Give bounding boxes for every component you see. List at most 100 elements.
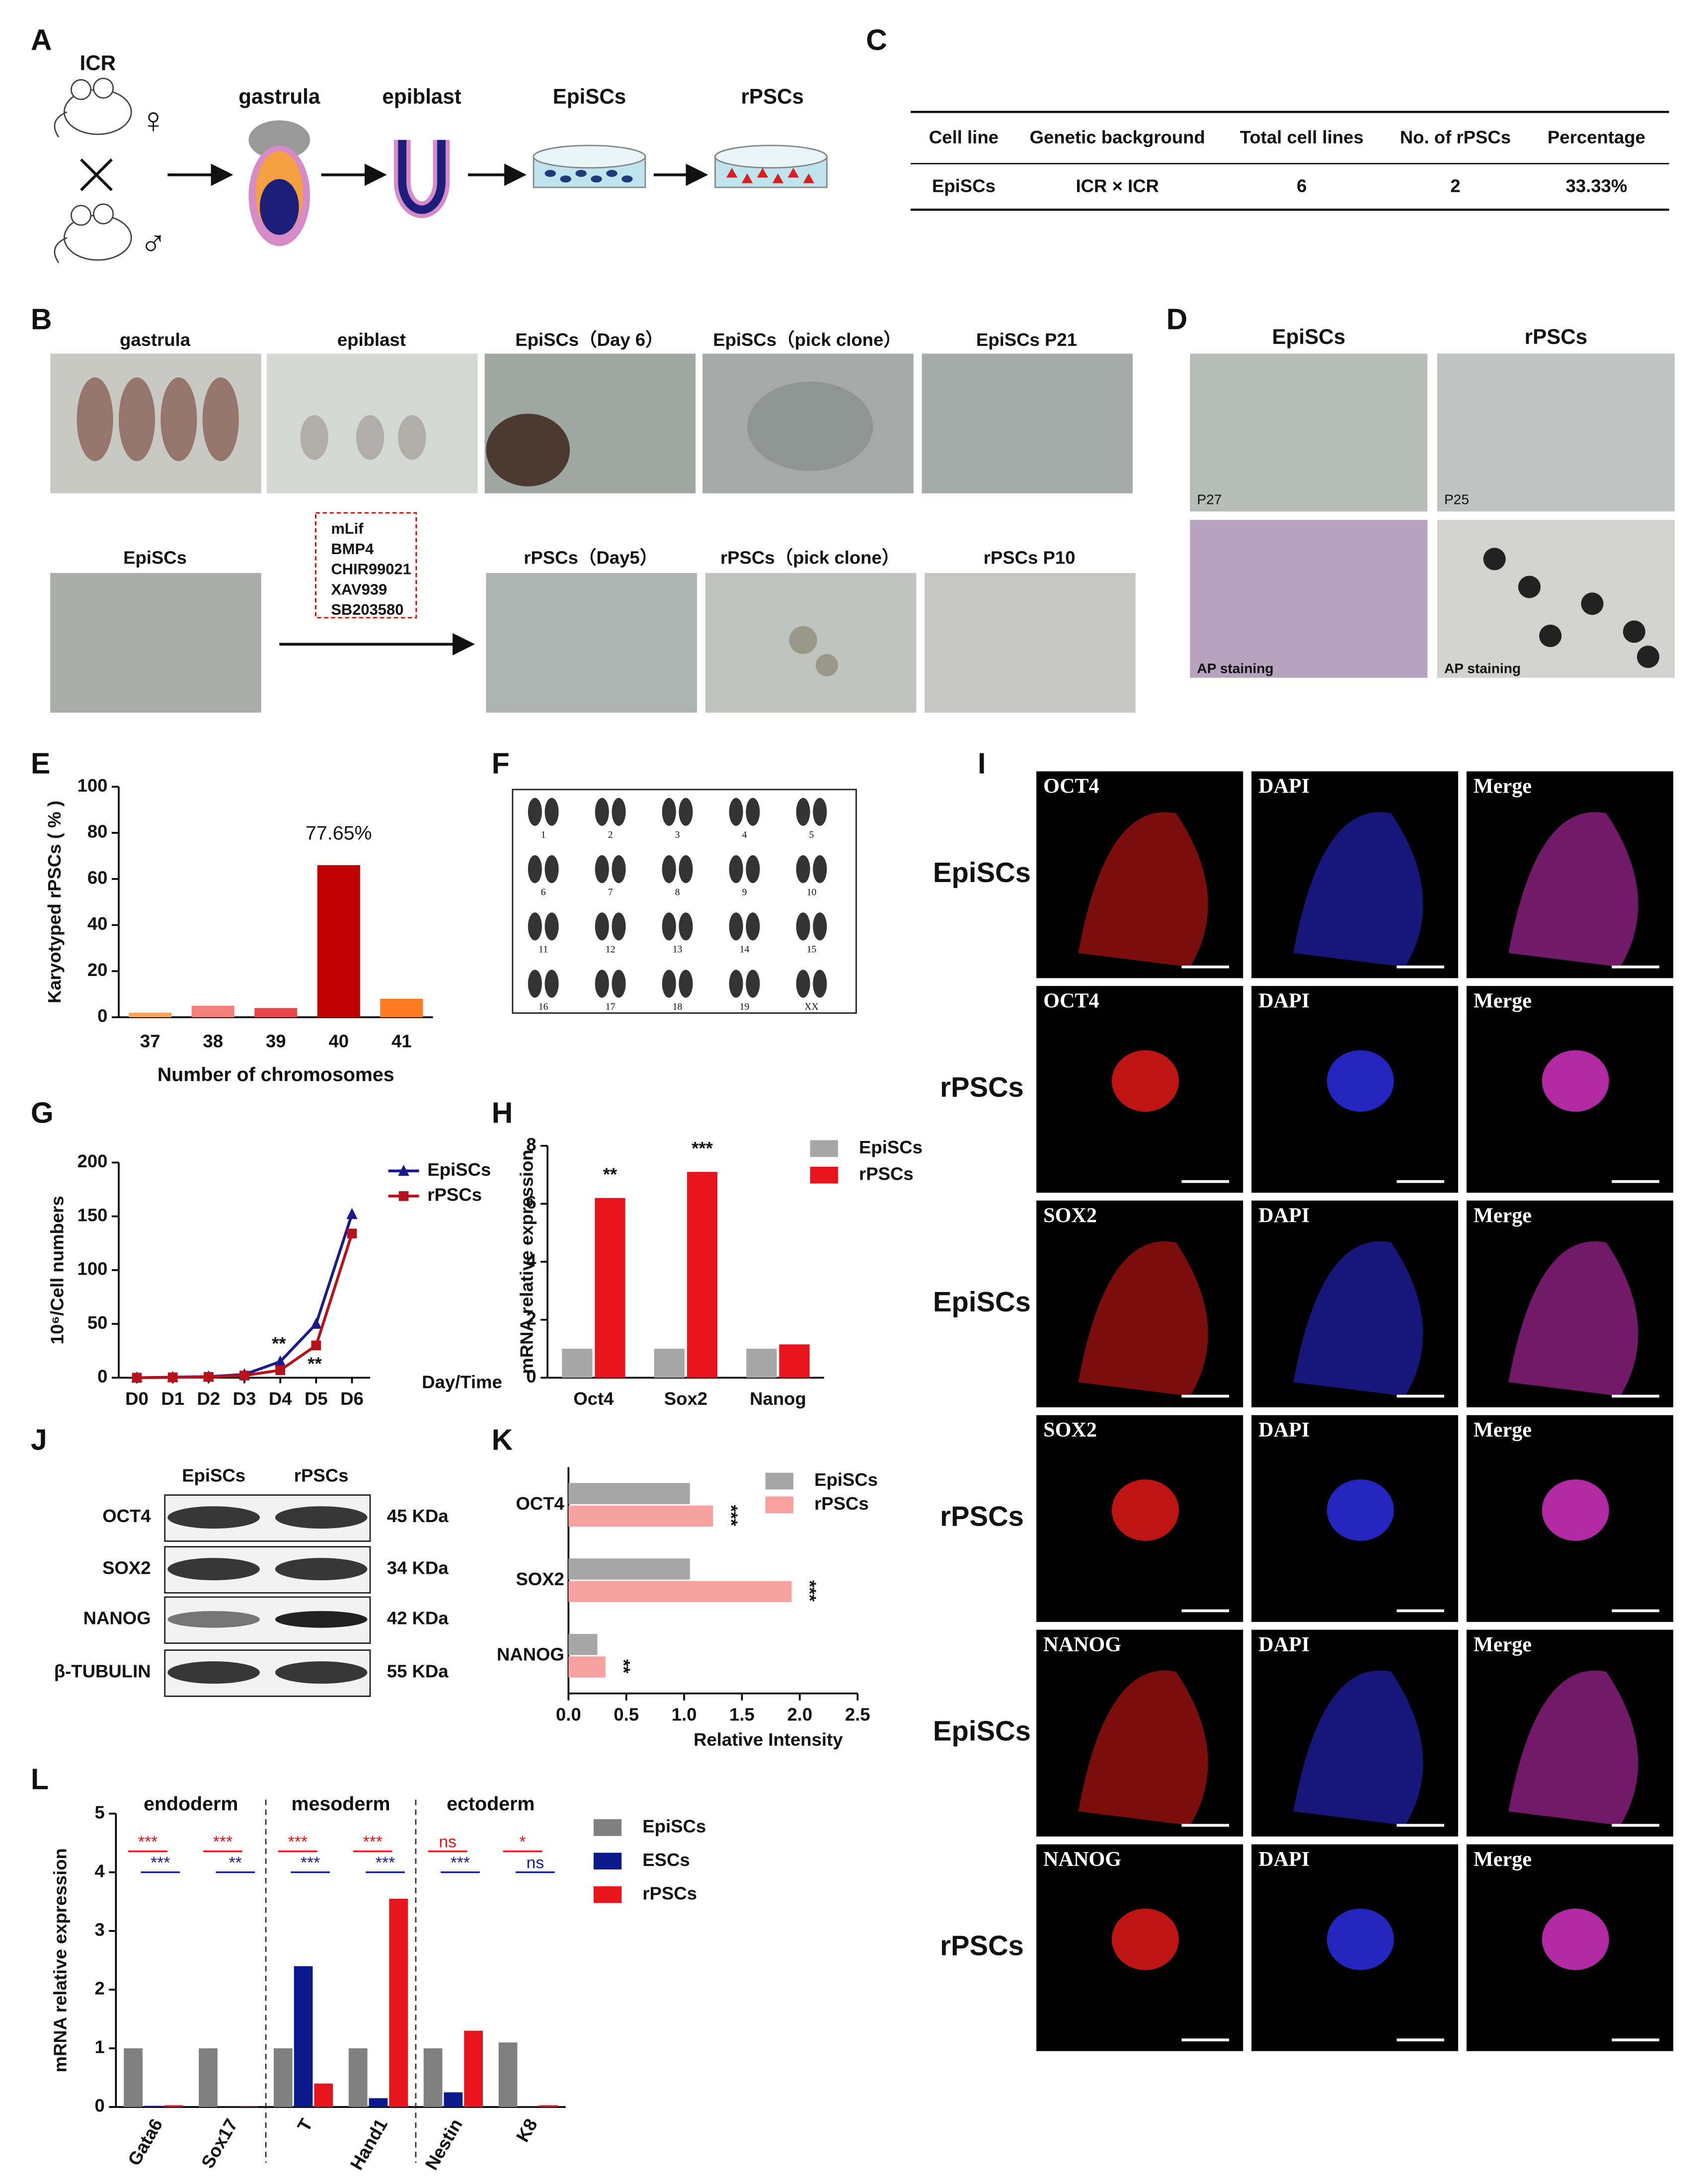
chromosome — [679, 912, 693, 941]
significance: *** — [800, 1580, 820, 1602]
x-axis-label: Relative Intensity — [694, 1729, 843, 1750]
x-tick-label: 41 — [391, 1031, 412, 1051]
row-label: rPSCs — [940, 1930, 1024, 1961]
chromosome — [528, 798, 542, 826]
size-label: 45 KDa — [387, 1506, 449, 1526]
chromosome-label: 17 — [606, 1001, 616, 1012]
factor: CHIR99021 — [331, 561, 411, 578]
point — [167, 1372, 178, 1382]
stain — [1542, 1908, 1609, 1970]
x-tick-label: Gata6 — [124, 2115, 166, 2169]
stain — [1542, 1050, 1609, 1112]
chromosome — [544, 912, 559, 941]
row-label: EpiSCs — [933, 1286, 1031, 1317]
chromosome — [544, 970, 559, 998]
cell — [575, 169, 587, 177]
chromosome — [729, 970, 743, 998]
chromosome-label: 7 — [608, 887, 613, 897]
bar — [348, 2048, 368, 2107]
chromosome-label: 9 — [742, 887, 747, 897]
panel-label: J — [31, 1423, 47, 1456]
colony — [1581, 592, 1604, 615]
stage-label: gastrula — [238, 84, 320, 108]
legend-swatch — [765, 1496, 793, 1514]
significance: *** — [376, 1854, 395, 1872]
embryo — [300, 415, 328, 460]
legend-label: EpiSCs — [859, 1137, 923, 1157]
bar — [654, 1349, 685, 1378]
x-tick-label: Hand1 — [346, 2115, 391, 2173]
chromosome-label: 2 — [608, 829, 613, 840]
image-label: rPSCs（Day5） — [524, 548, 658, 568]
passage-label: P27 — [1197, 491, 1222, 507]
band — [275, 1506, 368, 1529]
stage-label: EpiSCs — [553, 84, 626, 108]
row-label: EpiSCs — [933, 857, 1031, 888]
significance: * — [519, 1833, 526, 1852]
stain — [1293, 1670, 1423, 1826]
y-tick-label: 100 — [77, 1259, 108, 1279]
legend-marker — [398, 1164, 409, 1176]
x-tick-label: Nestin — [421, 2115, 466, 2173]
chromosome-label: 15 — [807, 944, 817, 955]
stain — [1326, 1908, 1394, 1970]
table-cell: 6 — [1297, 176, 1307, 196]
legend-label: ESCs — [642, 1850, 690, 1870]
significance: ns — [439, 1833, 457, 1852]
gastrula-top — [248, 120, 310, 160]
y-tick-label: 150 — [77, 1205, 108, 1225]
panel-label: B — [31, 303, 52, 336]
band — [167, 1611, 260, 1628]
x-tick-label: D6 — [340, 1388, 364, 1409]
stage-label: rPSCs — [741, 84, 804, 108]
column-label: EpiSCs — [1272, 325, 1346, 348]
chromosome — [729, 912, 743, 941]
legend-swatch — [593, 1853, 622, 1870]
band — [275, 1558, 368, 1581]
x-tick-label: 0.0 — [556, 1704, 581, 1724]
legend-label: EpiSCs — [427, 1159, 491, 1180]
chromosome-label: 4 — [742, 829, 747, 840]
table-cell: 33.33% — [1566, 176, 1627, 196]
annotation: 77.65% — [306, 822, 372, 844]
channel-label: SOX2 — [1043, 1418, 1097, 1442]
mouse-ear — [92, 203, 114, 225]
significance: *** — [138, 1833, 157, 1852]
stain — [1293, 812, 1423, 967]
chromosome-label: 5 — [809, 829, 814, 840]
chromosome — [679, 798, 693, 826]
table-cell: 2 — [1450, 176, 1460, 196]
embryo — [398, 415, 426, 460]
embryo — [160, 377, 197, 462]
bar — [568, 1505, 713, 1527]
bar — [314, 2083, 333, 2107]
cell — [621, 175, 633, 183]
chromosome-label: 18 — [673, 1001, 683, 1012]
legend-label: EpiSCs — [642, 1816, 706, 1836]
chromosome-label: 3 — [675, 829, 680, 840]
chromosome-label: 13 — [673, 944, 683, 955]
protein-label: SOX2 — [102, 1557, 151, 1578]
bar — [164, 2105, 183, 2107]
colony — [747, 381, 873, 471]
chromosome — [679, 855, 693, 884]
bar — [369, 2098, 388, 2107]
x-tick-label: 2.5 — [845, 1704, 870, 1724]
y-tick-label: 6 — [526, 1192, 536, 1213]
colony — [486, 413, 570, 486]
channel-label: SOX2 — [1043, 1204, 1097, 1227]
cell — [726, 167, 738, 178]
legend-swatch — [765, 1472, 793, 1490]
bar — [687, 1172, 718, 1378]
chromosome — [595, 912, 609, 941]
x-tick-label: 2.0 — [787, 1704, 812, 1724]
image-label: gastrula — [120, 329, 191, 350]
colony — [1483, 548, 1506, 570]
bar — [444, 2092, 463, 2107]
micrograph — [1437, 353, 1675, 512]
column-label: rPSCs — [294, 1465, 349, 1486]
bar — [562, 1349, 593, 1378]
stain — [1508, 1670, 1638, 1826]
table-header: No. of rPSCs — [1400, 127, 1511, 147]
